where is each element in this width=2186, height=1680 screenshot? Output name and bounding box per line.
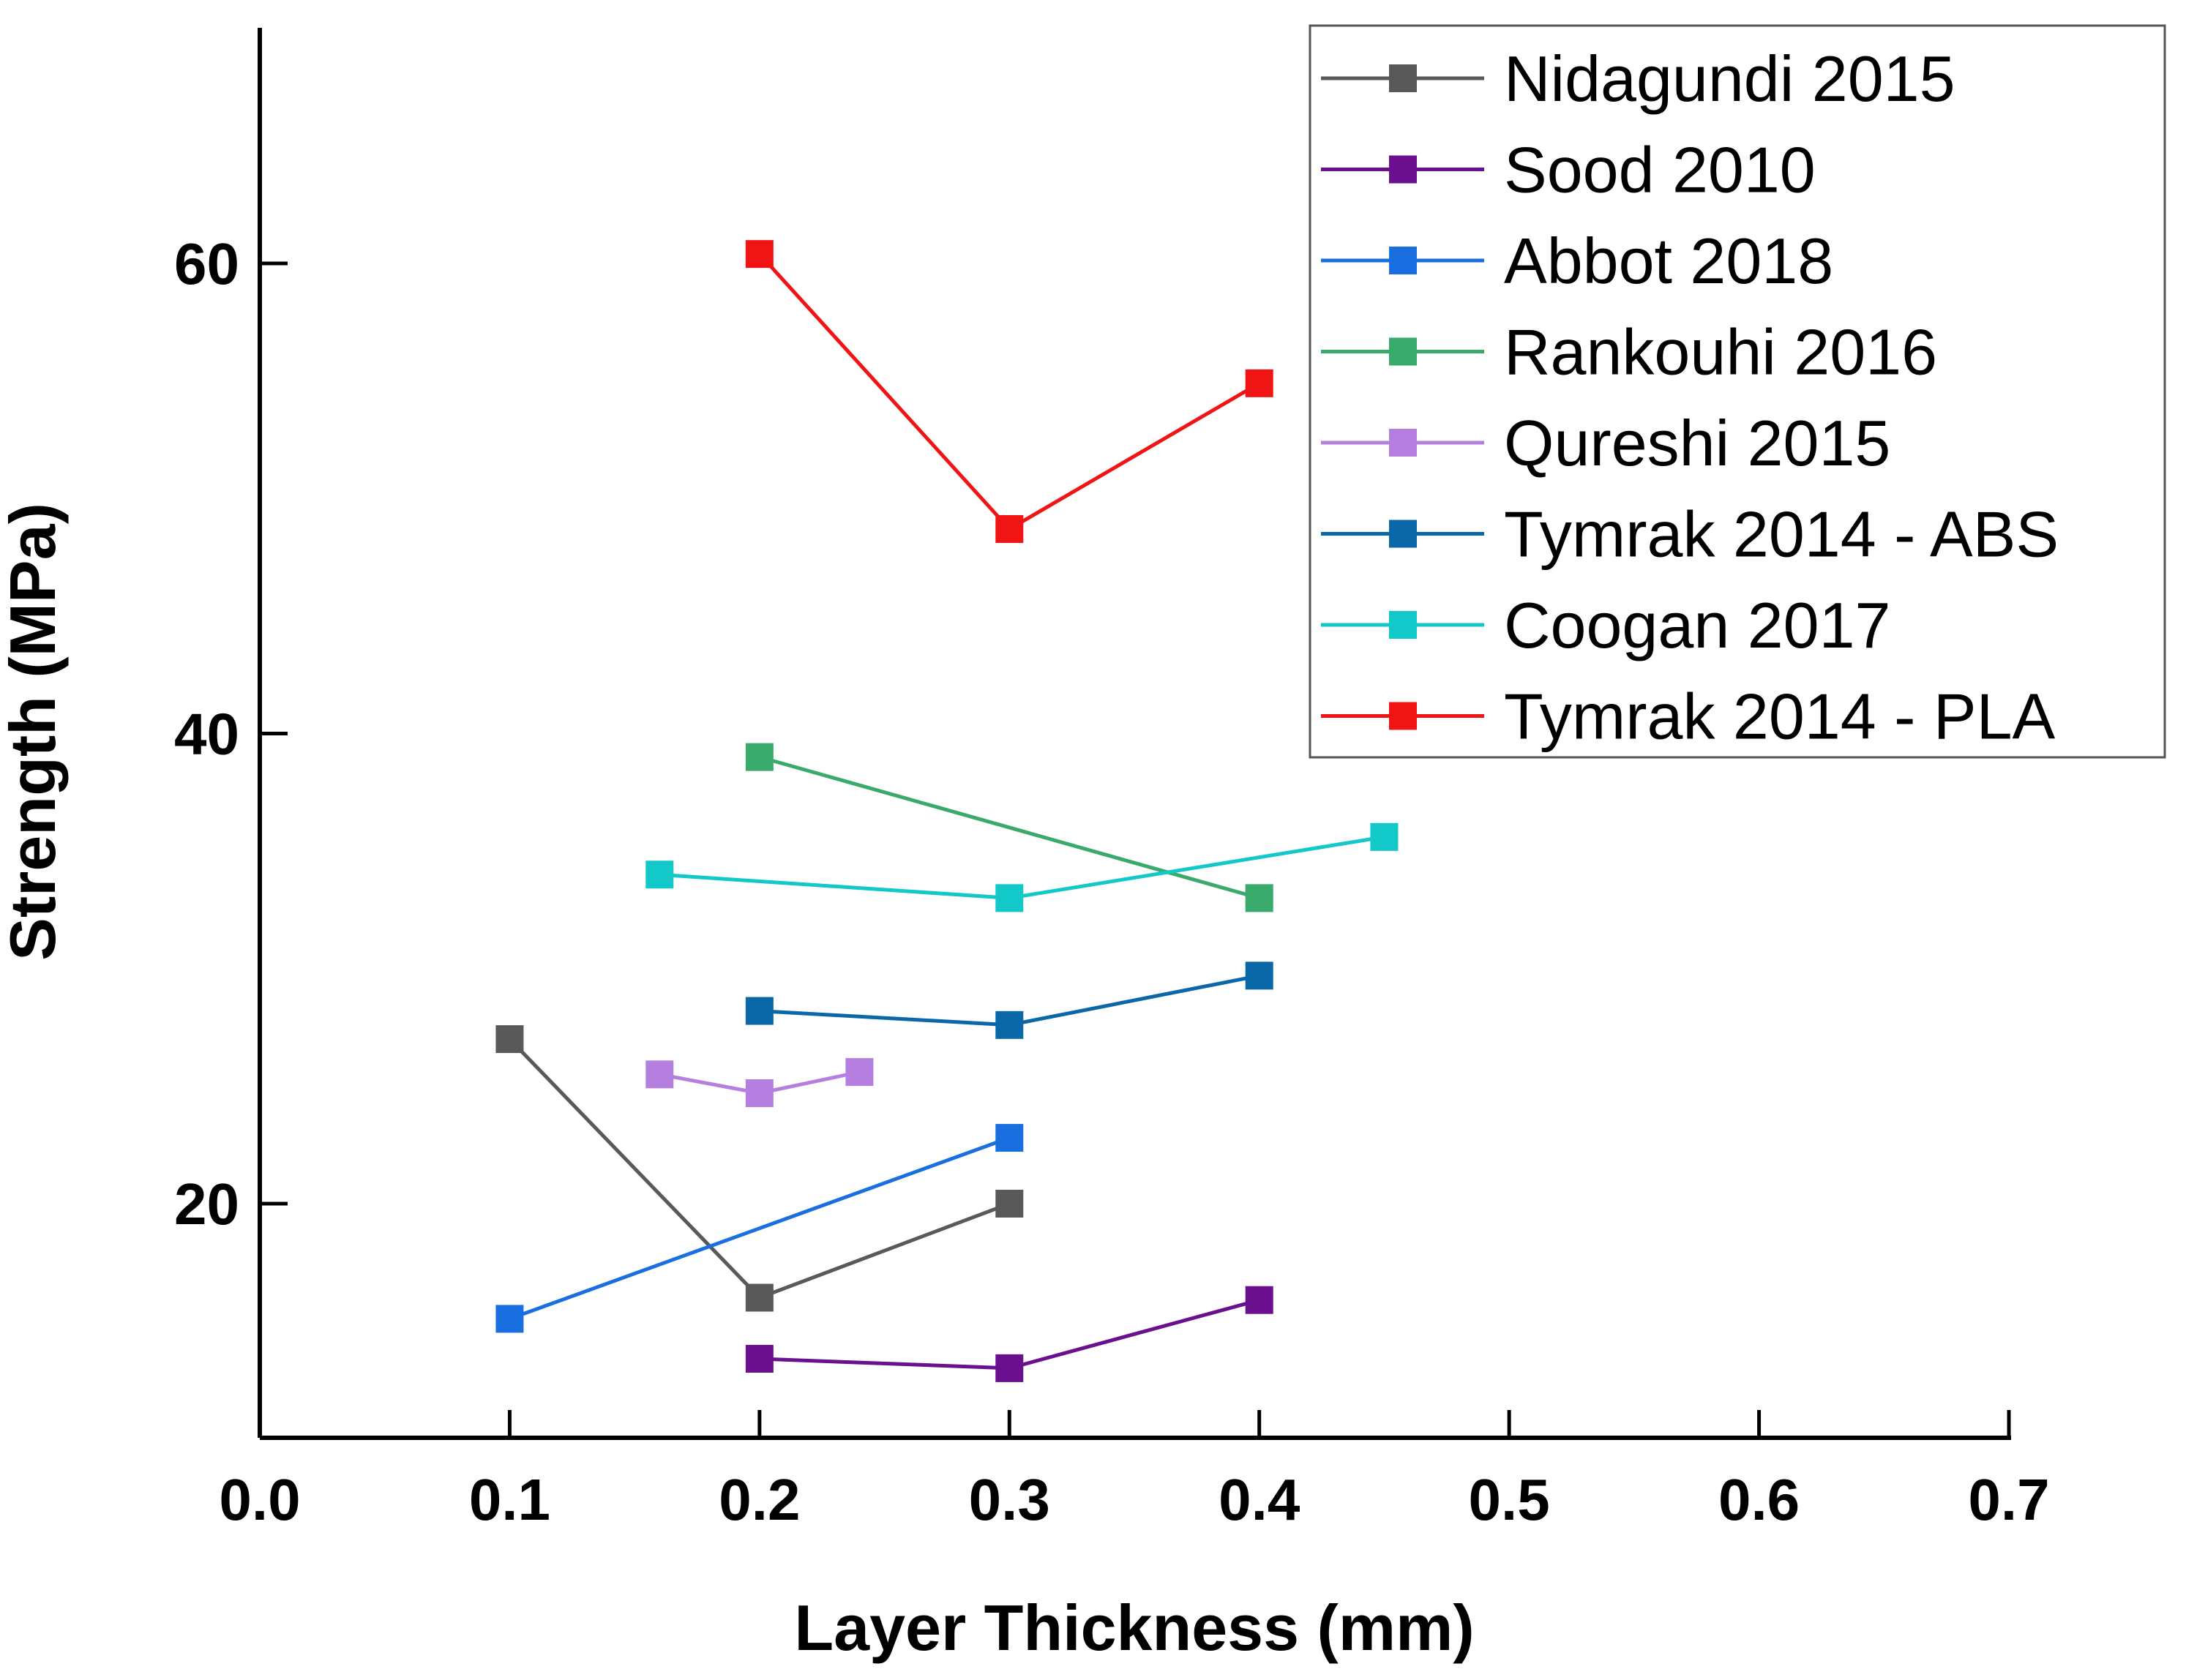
legend-item: Tymrak 2014 - ABS (1321, 498, 2059, 571)
legend-item: Coogan 2017 (1321, 589, 1890, 661)
data-point (495, 1025, 524, 1054)
x-tick-label: 0.7 (1968, 1467, 2049, 1532)
data-point (995, 515, 1024, 544)
series-tymrak-2014-pla (745, 240, 1273, 544)
legend-item: Sood 2010 (1321, 134, 1816, 206)
data-point (1370, 822, 1399, 851)
series-line (509, 1136, 1011, 1321)
data-point (745, 240, 774, 269)
series-nidagundi-2015 (495, 1025, 1024, 1312)
data-point (645, 860, 674, 889)
y-axis: 20 40 60 (174, 28, 288, 1438)
legend: Nidagundi 2015 Sood 2010 Abbot 2018 Rankouh… (1309, 24, 2166, 759)
data-point (1245, 369, 1273, 397)
y-tick-label: 60 (174, 231, 239, 296)
x-tick-label: 0.0 (219, 1467, 300, 1532)
x-tick-label: 0.3 (969, 1467, 1050, 1532)
data-point (645, 1060, 674, 1089)
data-point (995, 1354, 1024, 1382)
series-line (508, 1038, 1011, 1300)
legend-marker (1389, 429, 1417, 457)
data-point (1245, 961, 1273, 990)
data-point (1245, 884, 1273, 912)
x-tick-label: 0.6 (1718, 1467, 1800, 1532)
legend-marker (1389, 155, 1417, 184)
x-tick-label: 0.4 (1219, 1467, 1300, 1532)
legend-marker (1389, 520, 1417, 548)
data-point (845, 1058, 874, 1087)
series-line (758, 252, 1260, 532)
legend-item: Nidagundi 2015 (1321, 42, 1955, 115)
legend-label: Nidagundi 2015 (1504, 42, 1955, 115)
data-point (995, 1190, 1024, 1218)
legend-label: Abbot 2018 (1504, 225, 1833, 297)
legend-box (1309, 24, 2166, 759)
data-point (745, 1283, 774, 1312)
y-axis-title: Strength (MPa) (0, 503, 69, 961)
y-tick-label: 20 (174, 1171, 239, 1237)
series-sood-2010 (745, 1286, 1273, 1382)
legend-label: Coogan 2017 (1504, 589, 1890, 661)
legend-item: Abbot 2018 (1321, 225, 1833, 297)
series-qureshi-2015 (645, 1058, 874, 1108)
legend-label: Rankouhi 2016 (1504, 316, 1937, 389)
data-point (995, 1010, 1024, 1039)
legend-marker (1389, 611, 1417, 639)
data-point (745, 997, 774, 1025)
data-point (1245, 1286, 1273, 1314)
legend-label: Tymrak 2014 - PLA (1504, 680, 2056, 753)
data-point (745, 743, 774, 771)
x-axis-title: Layer Thickness (mm) (794, 1591, 1474, 1664)
data-point (745, 1079, 774, 1108)
x-tick-label: 0.5 (1469, 1467, 1550, 1532)
series-tymrak-2014-abs (745, 961, 1273, 1039)
legend-marker (1389, 247, 1417, 274)
data-point (995, 1124, 1024, 1152)
legend-marker (1389, 337, 1417, 366)
x-axis: 0.0 0.1 0.2 0.3 0.4 0.5 0.6 0.7 (219, 1410, 2050, 1532)
legend-label: Sood 2010 (1504, 134, 1816, 206)
x-tick-label: 0.1 (469, 1467, 550, 1532)
data-point (495, 1305, 524, 1333)
legend-marker (1389, 702, 1417, 730)
data-point (995, 884, 1024, 912)
series-line (759, 755, 1260, 900)
legend-label: Qureshi 2015 (1504, 407, 1890, 479)
plot-area (495, 240, 1399, 1382)
legend-marker (1389, 64, 1417, 92)
data-point (745, 1345, 774, 1373)
y-tick-label: 40 (174, 702, 239, 767)
legend-item: Tymrak 2014 - PLA (1321, 680, 2056, 753)
x-tick-label: 0.2 (719, 1467, 800, 1532)
series-coogan-2017 (645, 822, 1399, 912)
legend-item: Rankouhi 2016 (1321, 316, 1937, 389)
legend-label: Tymrak 2014 - ABS (1504, 498, 2059, 571)
series-rankouhi-2016 (745, 743, 1273, 912)
legend-item: Qureshi 2015 (1321, 407, 1890, 479)
series-abbot-2018 (495, 1124, 1024, 1333)
